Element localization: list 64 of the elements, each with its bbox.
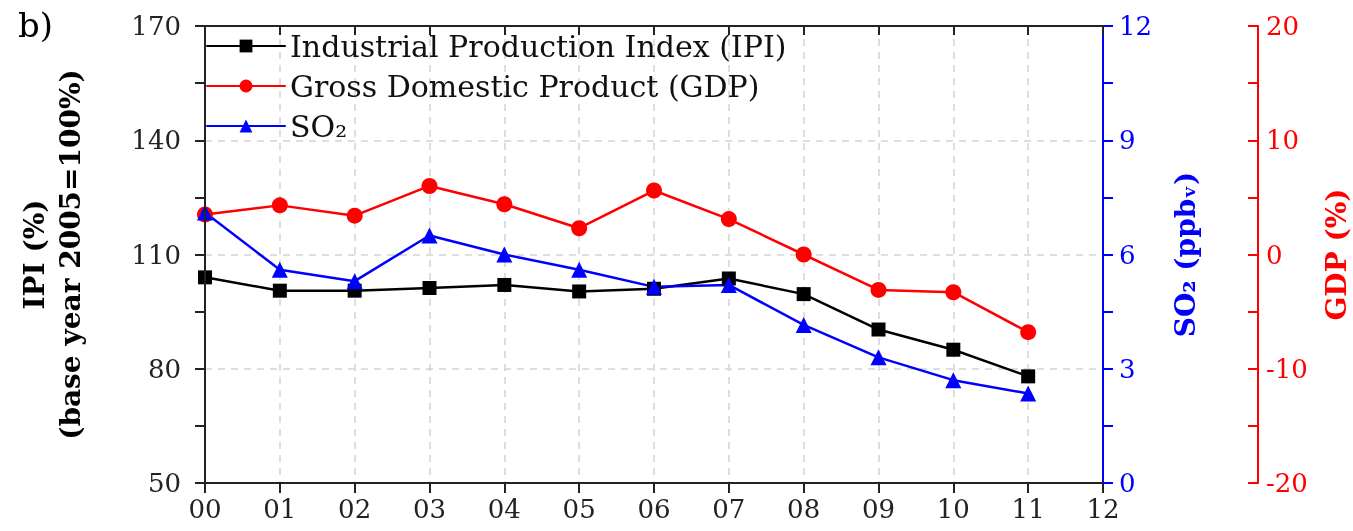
x-tick-label: 02 — [338, 494, 372, 524]
point — [720, 276, 737, 293]
y-tick-label: 50 — [147, 468, 181, 498]
point — [870, 349, 887, 366]
x-tick-label: 08 — [787, 494, 821, 524]
point — [871, 322, 886, 337]
point — [795, 316, 812, 333]
x-tick-label: 00 — [188, 494, 222, 524]
y3-tick-label: 20 — [1266, 11, 1300, 41]
point — [572, 284, 587, 299]
y3-tick-label: -10 — [1266, 353, 1308, 384]
point — [496, 196, 513, 213]
point — [571, 220, 588, 237]
x-tick-label: 04 — [487, 494, 521, 524]
point — [1020, 324, 1037, 341]
text: b) — [18, 5, 54, 45]
y2-tick-label: 12 — [1119, 11, 1153, 41]
y2-axis-title: SO₂ (ppbᵥ) — [1168, 171, 1202, 338]
y-tick-label: 170 — [131, 11, 181, 41]
point — [497, 277, 512, 292]
x-tick-label: 06 — [637, 494, 671, 524]
point — [1020, 385, 1037, 402]
y3-tick-label: -20 — [1266, 468, 1308, 498]
point — [945, 372, 962, 389]
x-tick-label: 03 — [412, 494, 447, 524]
point — [272, 283, 287, 298]
x-tick-label: 12 — [1086, 494, 1120, 524]
x-tick-label: 07 — [712, 494, 746, 524]
point — [422, 281, 437, 296]
x-tick-label: 05 — [562, 494, 596, 524]
y-tick-label: 80 — [147, 353, 181, 384]
point — [496, 246, 513, 263]
legend-label: SO₂ — [290, 108, 348, 144]
legend-label: Industrial Production Index (IPI) — [290, 28, 787, 64]
y2-tick-label: 9 — [1119, 125, 1136, 156]
point — [1021, 369, 1036, 384]
y-tick-label: 140 — [131, 125, 181, 156]
y3-axis-title: GDP (%) — [1320, 188, 1353, 321]
point — [796, 287, 811, 302]
point — [946, 342, 961, 357]
point — [720, 211, 737, 228]
point — [945, 284, 962, 301]
y-axis-title: IPI (%) (base year 2005=100%) — [17, 69, 87, 440]
x-tick-label: 11 — [1011, 494, 1045, 524]
point — [421, 177, 438, 194]
point — [795, 246, 812, 263]
y3-tick-label: 10 — [1266, 125, 1300, 156]
legend-label: Gross Domestic Product (GDP) — [290, 68, 760, 104]
point — [646, 182, 662, 199]
point — [271, 197, 288, 214]
point — [421, 227, 438, 244]
y-tick-label: 110 — [131, 239, 181, 270]
point — [271, 261, 288, 278]
y2-tick-label: 0 — [1119, 468, 1136, 498]
x-tick-label: 01 — [263, 494, 297, 524]
point — [571, 261, 588, 278]
point — [870, 281, 887, 298]
x-tick-label: 09 — [861, 494, 896, 524]
y2-tick-label: 6 — [1119, 239, 1136, 270]
x-tick-label: 10 — [936, 494, 970, 524]
y3-tick-label: 0 — [1266, 239, 1283, 270]
point — [346, 207, 363, 224]
y2-tick-label: 3 — [1119, 353, 1136, 384]
point — [346, 273, 363, 290]
